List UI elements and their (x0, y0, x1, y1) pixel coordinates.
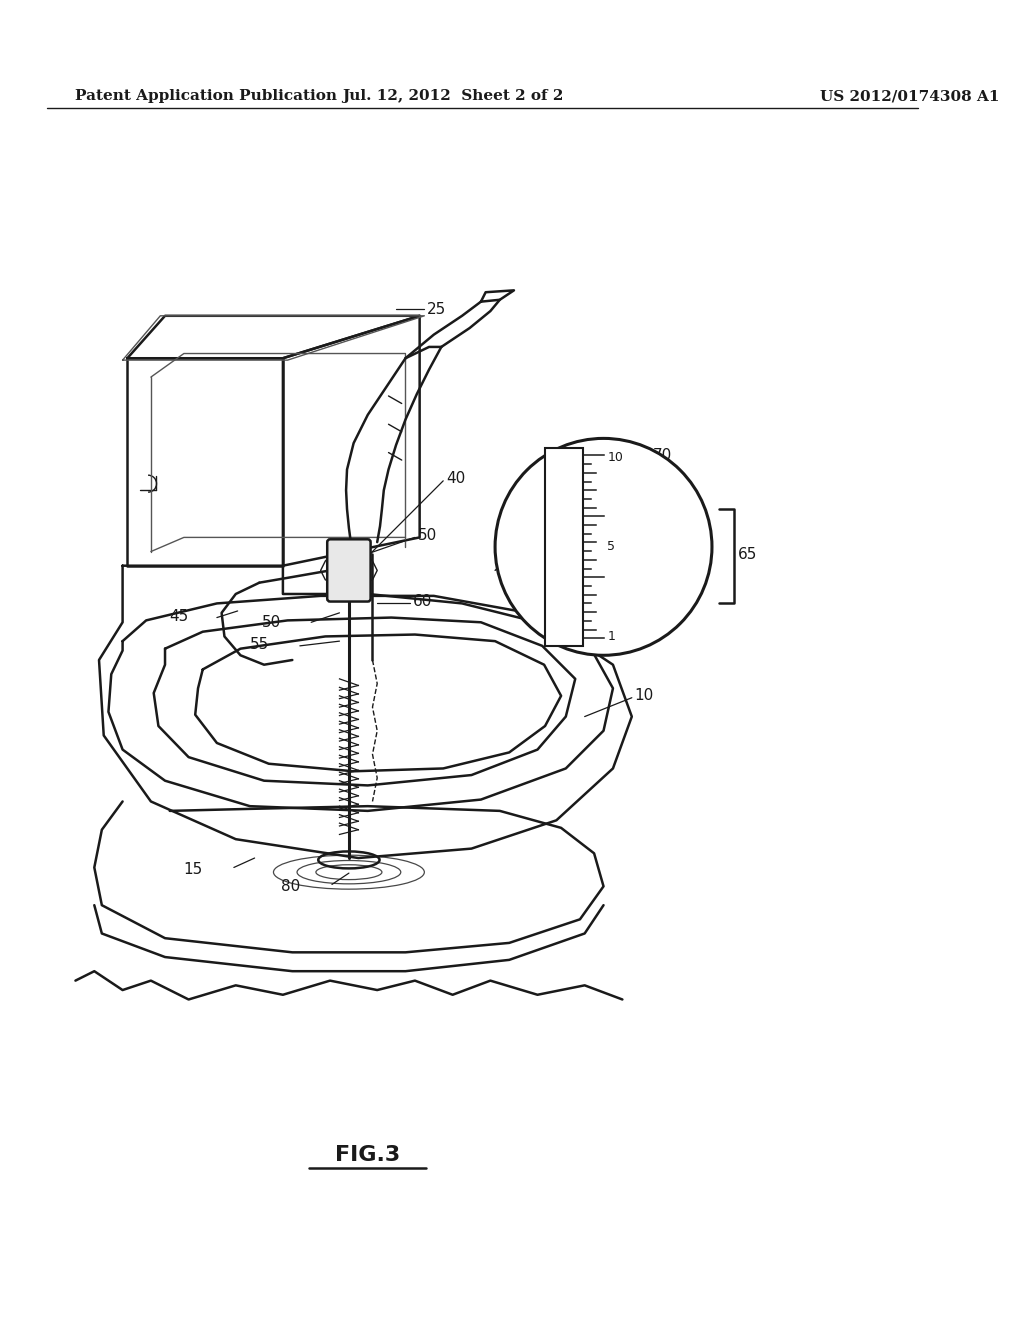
Text: 70: 70 (652, 447, 672, 463)
Text: 25: 25 (427, 302, 446, 317)
Text: 75: 75 (650, 543, 669, 557)
Text: 60: 60 (413, 594, 432, 609)
Text: 45: 45 (169, 609, 188, 624)
Text: 5: 5 (607, 540, 615, 553)
Text: Patent Application Publication: Patent Application Publication (76, 88, 338, 103)
Circle shape (495, 438, 712, 655)
Text: 10: 10 (607, 450, 624, 463)
Text: 80: 80 (281, 879, 300, 894)
Text: 1: 1 (607, 630, 615, 643)
Text: Jul. 12, 2012  Sheet 2 of 2: Jul. 12, 2012 Sheet 2 of 2 (342, 88, 563, 103)
Text: 10: 10 (635, 688, 654, 704)
Text: 15: 15 (183, 862, 203, 876)
Text: US 2012/0174308 A1: US 2012/0174308 A1 (820, 88, 999, 103)
Text: 55: 55 (250, 638, 268, 652)
Text: 65: 65 (737, 546, 757, 562)
Bar (545, 447, 583, 645)
Text: FIG.3: FIG.3 (335, 1144, 400, 1166)
Text: 40: 40 (446, 471, 465, 487)
FancyBboxPatch shape (328, 540, 371, 602)
Text: 50: 50 (262, 615, 281, 630)
Text: 50: 50 (418, 528, 437, 543)
